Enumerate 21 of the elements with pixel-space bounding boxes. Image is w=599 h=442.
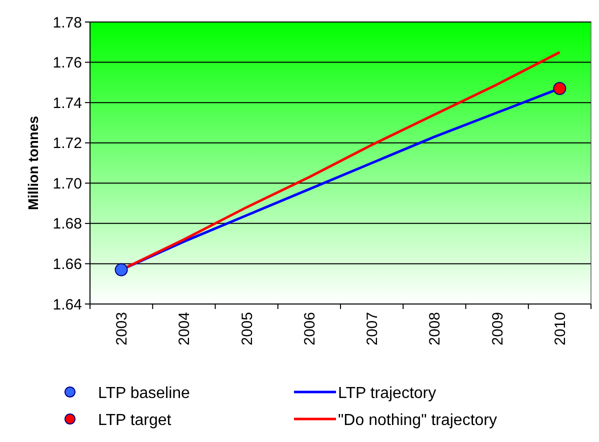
y-tick-label: 1.68 bbox=[52, 216, 82, 233]
x-tick-label: 2003 bbox=[114, 312, 131, 346]
y-tick-label: 1.78 bbox=[52, 14, 82, 32]
x-tick-label: 2008 bbox=[426, 312, 444, 346]
legend-label: LTP baseline bbox=[98, 385, 190, 402]
y-tick-label: 1.66 bbox=[52, 256, 82, 273]
x-tick-label: 2005 bbox=[238, 312, 256, 346]
y-tick-label: 1.70 bbox=[52, 175, 82, 192]
x-tick-label: 2006 bbox=[301, 312, 318, 346]
x-tick-label: 2007 bbox=[364, 312, 382, 346]
legend-label: LTP target bbox=[98, 412, 172, 429]
legend-label: "Do nothing" trajectory bbox=[338, 412, 497, 429]
legend-label: LTP trajectory bbox=[338, 385, 436, 402]
y-axis-title: Million tonnes bbox=[25, 116, 41, 210]
y-tick-label: 1.74 bbox=[52, 94, 82, 112]
x-tick-label: 2004 bbox=[176, 312, 194, 346]
x-tick-label: 2009 bbox=[489, 312, 506, 346]
y-tick-label: 1.76 bbox=[52, 54, 82, 72]
x-tick-label: 2010 bbox=[552, 312, 569, 346]
y-tick-label: 1.72 bbox=[52, 135, 82, 152]
y-tick-label: 1.64 bbox=[52, 296, 82, 314]
